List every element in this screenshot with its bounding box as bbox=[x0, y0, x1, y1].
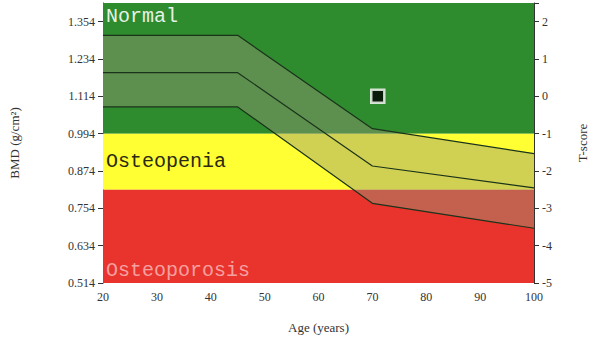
svg-text:70: 70 bbox=[366, 290, 378, 304]
svg-text:1.114: 1.114 bbox=[68, 89, 95, 103]
svg-text:T-score: T-score bbox=[575, 124, 590, 163]
svg-text:20: 20 bbox=[97, 290, 109, 304]
svg-text:1.234: 1.234 bbox=[68, 52, 95, 66]
svg-text:1: 1 bbox=[542, 52, 548, 66]
svg-text:80: 80 bbox=[420, 290, 432, 304]
svg-text:-4: -4 bbox=[542, 239, 552, 253]
svg-text:-5: -5 bbox=[542, 276, 552, 290]
svg-text:0.994: 0.994 bbox=[68, 127, 95, 141]
svg-text:0: 0 bbox=[542, 89, 548, 103]
svg-text:-2: -2 bbox=[542, 164, 552, 178]
svg-text:Age (years): Age (years) bbox=[288, 320, 349, 335]
svg-text:-1: -1 bbox=[542, 127, 552, 141]
svg-text:0.514: 0.514 bbox=[68, 276, 95, 290]
svg-text:Osteopenia: Osteopenia bbox=[106, 150, 226, 173]
svg-text:Normal: Normal bbox=[106, 5, 178, 28]
svg-text:BMD (g/cm²): BMD (g/cm²) bbox=[7, 107, 22, 178]
svg-text:0.754: 0.754 bbox=[68, 201, 95, 215]
svg-text:0.874: 0.874 bbox=[68, 164, 95, 178]
svg-text:Osteoporosis: Osteoporosis bbox=[106, 259, 250, 282]
svg-text:40: 40 bbox=[205, 290, 217, 304]
svg-text:60: 60 bbox=[313, 290, 325, 304]
svg-text:30: 30 bbox=[151, 290, 163, 304]
svg-text:100: 100 bbox=[525, 290, 543, 304]
svg-text:1.354: 1.354 bbox=[68, 15, 95, 29]
svg-text:50: 50 bbox=[259, 290, 271, 304]
svg-text:-3: -3 bbox=[542, 201, 552, 215]
svg-text:0.634: 0.634 bbox=[68, 239, 95, 253]
svg-text:90: 90 bbox=[474, 290, 486, 304]
svg-text:2: 2 bbox=[542, 15, 548, 29]
